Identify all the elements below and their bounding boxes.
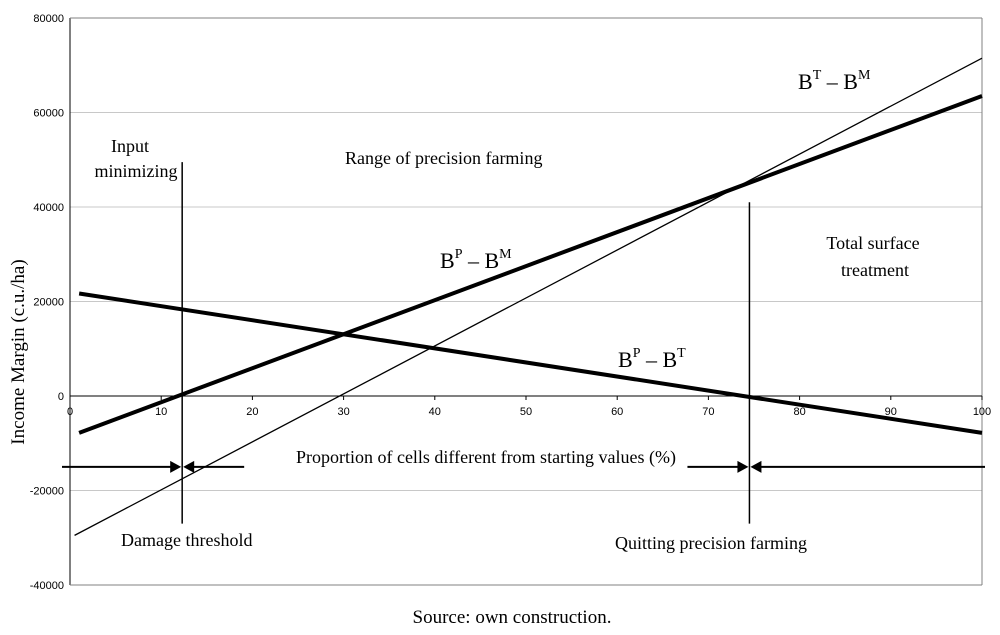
source-caption: Source: own construction. [413,607,612,628]
x-axis-label: Proportion of cells different from start… [296,447,676,468]
series-line-bp-bm [78,94,983,435]
x-tick-70: 70 [702,406,714,418]
annotation-total-surface-line2: treatment [841,260,909,280]
x-tick-labels: 0 10 20 30 40 50 60 70 80 90 100 [67,406,991,418]
arrowhead-damage-right [183,460,195,473]
y-tick-labels: -40000 -20000 0 20000 40000 60000 80000 [30,13,64,592]
series-line-bp-bt [78,291,983,435]
y-tick-80000: 80000 [33,13,64,25]
annotation-input-minimizing-line2: minimizing [95,161,178,181]
series-line-bt-bm [74,57,983,536]
x-tick-40: 40 [429,406,441,418]
series-label-bp-bm: BP – BM [440,247,512,273]
series-label-bp-bt: BP – BT [618,346,686,372]
x-tick-60: 60 [611,406,623,418]
x-tick-10: 10 [155,406,167,418]
series-label-bt-bm: BT – BM [798,68,871,94]
series-lines [74,57,983,536]
axes [69,17,983,586]
x-tick-0: 0 [67,406,73,418]
annotation-range-of-precision-farming: Range of precision farming [345,148,542,168]
y-tick-60000: 60000 [33,108,64,120]
arrowhead-damage-left [170,460,182,473]
arrowhead-quitting-right [750,460,762,473]
y-tick-0: 0 [58,391,64,403]
y-tick--40000: -40000 [30,580,64,592]
gridlines [70,17,982,586]
annotation-input-minimizing-line1: Input [111,136,149,156]
x-tick-20: 20 [246,406,258,418]
arrow-row [62,460,985,473]
y-tick-20000: 20000 [33,297,64,309]
y-axis-label: Income Margin (c.u./ha) [8,259,29,444]
x-tick-30: 30 [337,406,349,418]
y-tick-40000: 40000 [33,202,64,214]
x-tick-80: 80 [793,406,805,418]
vertical-markers [181,162,751,524]
x-tick-100: 100 [973,406,991,418]
annotation-quitting-precision-farming: Quitting precision farming [615,533,807,553]
arrowhead-quitting-left [737,460,749,473]
y-tick--20000: -20000 [30,486,64,498]
annotation-total-surface-line1: Total surface [826,233,919,253]
x-tick-90: 90 [885,406,897,418]
x-tick-50: 50 [520,406,532,418]
annotation-damage-threshold: Damage threshold [121,530,252,550]
